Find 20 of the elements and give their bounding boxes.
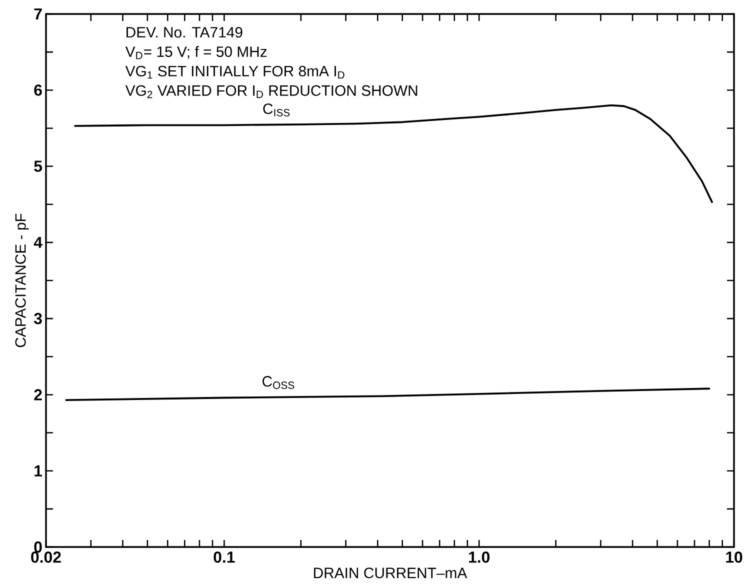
y-tick-label: 7 [34, 8, 42, 20]
y-tick-label: 3 [34, 312, 42, 324]
y-tick-label: 2 [34, 389, 42, 400]
x-tick-label: 0.1 [214, 552, 235, 563]
y-tick-label: 1 [34, 465, 42, 476]
annotation: V$_{D}$= 15 V; f = 50 MHz [125, 46, 267, 60]
x-tick-label: 0.02 [31, 552, 61, 563]
x-tick-label: 1.0 [469, 552, 490, 563]
series-label: C$_{ISS}$ [263, 103, 290, 116]
y-tick-label: 4 [34, 236, 42, 248]
x-tick-label: 10 [726, 552, 742, 563]
y-tick-label: 5 [34, 160, 42, 172]
y-axis-title: CAPACITANCE - pF [15, 214, 29, 348]
y-tick-label: 0 [34, 541, 42, 553]
annotation: VG$_{1}$ SET INITIALLY FOR 8mA I$_{D}$ [125, 66, 344, 79]
y-tick-label: 6 [34, 84, 42, 96]
annotation: VG$_{2}$ VARIED FOR I$_{D}$ REDUCTION SHOWN [125, 85, 418, 98]
x-axis-title: DRAIN CURRENT–mA [314, 568, 468, 578]
annotation: DEV. No. TA7149 [126, 26, 242, 38]
series-label: C$_{OSS}$ [262, 376, 294, 389]
